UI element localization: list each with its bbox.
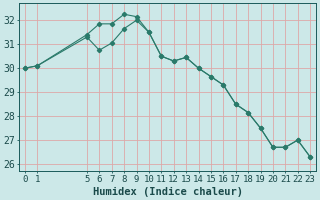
X-axis label: Humidex (Indice chaleur): Humidex (Indice chaleur) [92,186,243,197]
